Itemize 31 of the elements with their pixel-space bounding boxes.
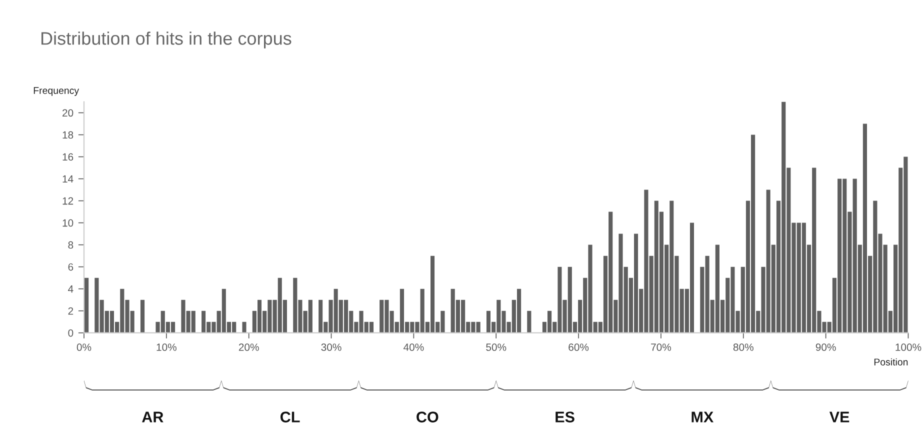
- y-tick-label: 4: [68, 285, 74, 293]
- y-tick-label: 14: [62, 175, 74, 183]
- text: AR: [142, 412, 164, 422]
- x-tick-label: 40%: [404, 344, 424, 351]
- y-axis-title: Frequency: [34, 87, 80, 96]
- x-tick-label: 10%: [156, 344, 176, 351]
- y-tick-label: 2: [68, 307, 74, 315]
- chart-title: Distribution of hits in the corpus: [41, 32, 292, 48]
- y-tick-label: 8: [68, 241, 74, 249]
- x-tick-label: 0%: [76, 344, 92, 351]
- y-tick-label: 0: [68, 329, 74, 337]
- x-tick-label: 60%: [568, 344, 589, 351]
- text: CO: [416, 412, 438, 422]
- x-tick-label: 80%: [733, 344, 754, 351]
- x-tick-label: 70%: [651, 344, 672, 351]
- x-tick-label: 90%: [816, 344, 836, 351]
- y-tick-label: 6: [68, 263, 74, 271]
- text: CL: [280, 412, 300, 422]
- y-tick-label: 10: [62, 219, 74, 227]
- y-tick-label: 20: [62, 109, 74, 117]
- y-tick-label: 18: [62, 131, 74, 139]
- x-axis-title: Position: [874, 358, 908, 366]
- x-tick-label: 30%: [321, 344, 342, 351]
- x-tick-label: 100%: [896, 344, 922, 351]
- text: ES: [556, 412, 574, 422]
- y-tick-label: 16: [62, 153, 74, 161]
- x-tick-label: 20%: [238, 344, 259, 351]
- x-tick-label: 50%: [486, 344, 506, 351]
- y-tick-label: 12: [62, 197, 74, 205]
- text: VE: [829, 412, 850, 422]
- text: MX: [692, 412, 714, 422]
